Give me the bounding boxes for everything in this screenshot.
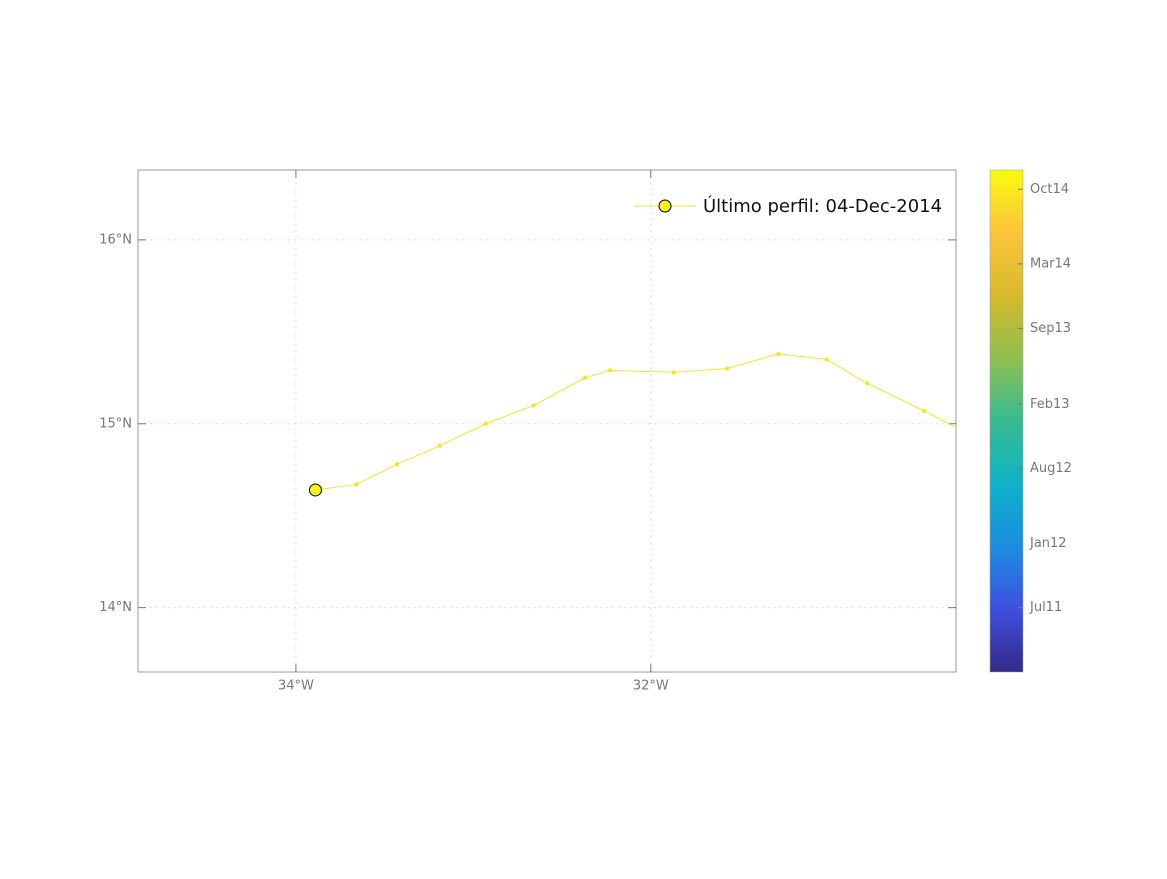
- x-tick-label: 32°W: [633, 679, 669, 694]
- colorbar-tick-label: Mar14: [1030, 256, 1071, 271]
- grid: [138, 170, 956, 672]
- colorbar-tick-label: Feb13: [1030, 397, 1070, 412]
- colorbar-tick-label: Jul11: [1029, 600, 1062, 615]
- colorbar-tick-label: Sep13: [1030, 321, 1071, 336]
- profile-point: [921, 408, 927, 414]
- y-tick-label: 15°N: [99, 416, 132, 431]
- colorbar-tick-label: Aug12: [1030, 461, 1072, 476]
- last-profile-marker: [308, 483, 322, 497]
- profile-point: [607, 368, 613, 373]
- legend-label: Último perfil: 04-Dec-2014: [703, 195, 942, 217]
- profile-point: [437, 443, 442, 449]
- profile-point: [968, 433, 972, 437]
- profile-point: [582, 375, 588, 380]
- profile-point: [865, 381, 870, 386]
- profile-point: [531, 403, 536, 408]
- y-tick-label: 16°N: [99, 232, 132, 247]
- y-tick-label: 14°N: [99, 600, 132, 615]
- colorbar: [989, 169, 1024, 673]
- profile-point: [724, 366, 730, 371]
- profile-point: [483, 421, 488, 426]
- x-tick-label: 34°W: [278, 679, 314, 694]
- track: [308, 351, 972, 497]
- profile-point: [354, 482, 359, 487]
- profile-point: [824, 357, 829, 362]
- profile-point: [671, 370, 677, 375]
- profile-point: [776, 351, 781, 357]
- legend-marker: [658, 199, 672, 213]
- profile-point: [394, 462, 400, 467]
- colorbar-tick-label: Oct14: [1030, 182, 1069, 197]
- legend: Último perfil: 04-Dec-2014: [634, 195, 942, 217]
- plot-frame: [137, 169, 957, 673]
- colorbar-tick-label: Jan12: [1029, 536, 1067, 551]
